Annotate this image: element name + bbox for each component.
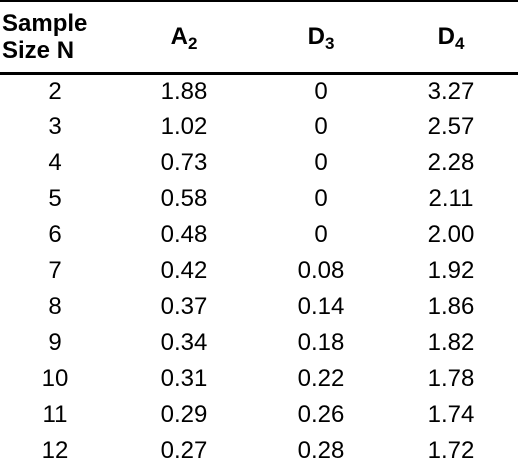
cell-d3: 0 <box>314 185 328 212</box>
cell-a2: 0.27 <box>160 437 208 464</box>
table-row: 7 0.42 0.08 1.92 <box>0 253 518 289</box>
table-row: 8 0.37 0.14 1.86 <box>0 289 518 325</box>
cell-sample-size: 10 <box>41 365 69 392</box>
cell-sample-size: 7 <box>48 257 62 284</box>
header-sample-size: Sample Size N <box>0 1 110 75</box>
table-row: 12 0.27 0.28 1.72 <box>0 433 518 469</box>
cell-a2: 0.58 <box>160 185 208 212</box>
cell-d3: 0.18 <box>297 329 345 356</box>
cell-sample-size: 5 <box>48 185 62 212</box>
cell-d4: 2.28 <box>427 149 475 176</box>
cell-a2: 0.31 <box>160 365 208 392</box>
header-d4: D4 <box>384 1 518 75</box>
table-row: 11 0.29 0.26 1.74 <box>0 397 518 433</box>
header-sample-size-line2: Size N <box>2 36 75 64</box>
table-row: 10 0.31 0.22 1.78 <box>0 361 518 397</box>
cell-sample-size: 4 <box>48 149 62 176</box>
cell-a2: 0.48 <box>160 221 208 248</box>
header-a2-main: A <box>170 22 188 50</box>
cell-d3: 0.08 <box>297 257 345 284</box>
table-row: 5 0.58 0 2.11 <box>0 181 518 217</box>
header-row: Sample Size N A2 D3 D4 <box>0 1 518 75</box>
cell-a2: 1.88 <box>160 77 208 105</box>
header-d3-subscript: 3 <box>324 33 335 53</box>
cell-d4: 1.82 <box>427 329 475 356</box>
cell-sample-size: 6 <box>48 221 62 248</box>
cell-a2: 0.34 <box>160 329 208 356</box>
cell-d4: 1.72 <box>427 437 475 464</box>
table-row: 3 1.02 0 2.57 <box>0 109 518 145</box>
cell-d3: 0.14 <box>297 293 345 320</box>
cell-d4: 1.74 <box>427 401 475 428</box>
cell-d3: 0.22 <box>297 365 345 392</box>
cell-sample-size: 2 <box>48 77 62 105</box>
header-d4-main: D <box>437 22 455 50</box>
header-d4-subscript: 4 <box>454 33 465 53</box>
cell-sample-size: 9 <box>48 329 62 356</box>
table-row: 2 1.88 0 3.27 <box>0 73 518 109</box>
header-d3: D3 <box>258 1 384 75</box>
table-header: Sample Size N A2 D3 D4 <box>0 1 518 75</box>
cell-a2: 0.37 <box>160 293 208 320</box>
cell-d3: 0 <box>314 77 328 105</box>
cell-sample-size: 8 <box>48 293 62 320</box>
cell-d3: 0.26 <box>297 401 345 428</box>
cell-d4: 3.27 <box>427 77 475 105</box>
header-a2-subscript: 2 <box>187 33 198 53</box>
header-a2: A2 <box>110 1 258 75</box>
cell-d4: 1.78 <box>427 365 475 392</box>
cell-d4: 1.92 <box>427 257 475 284</box>
cell-d4: 2.00 <box>427 221 475 248</box>
cell-sample-size: 11 <box>42 401 68 428</box>
cell-d3: 0 <box>314 221 328 248</box>
cell-a2: 0.29 <box>160 401 208 428</box>
cell-d3: 0 <box>314 113 328 140</box>
cell-a2: 0.73 <box>160 149 208 176</box>
cell-sample-size: 12 <box>41 437 69 464</box>
cell-d4: 2.11 <box>428 185 474 212</box>
cell-d3: 0 <box>314 149 328 176</box>
cell-a2: 1.02 <box>160 113 208 140</box>
cell-sample-size: 3 <box>48 113 62 140</box>
table-row: 9 0.34 0.18 1.82 <box>0 325 518 361</box>
cell-d4: 1.86 <box>427 293 475 320</box>
table-row: 6 0.48 0 2.00 <box>0 217 518 253</box>
cell-d4: 2.57 <box>427 113 475 140</box>
cell-d3: 0.28 <box>297 437 345 464</box>
cell-a2: 0.42 <box>160 257 208 284</box>
table-body: 2 1.88 0 3.27 3 1.02 0 2.57 4 0.73 0 2.2… <box>0 73 518 469</box>
table-row: 4 0.73 0 2.28 <box>0 145 518 181</box>
header-d3-main: D <box>307 22 325 50</box>
header-sample-size-line1: Sample <box>2 9 88 37</box>
